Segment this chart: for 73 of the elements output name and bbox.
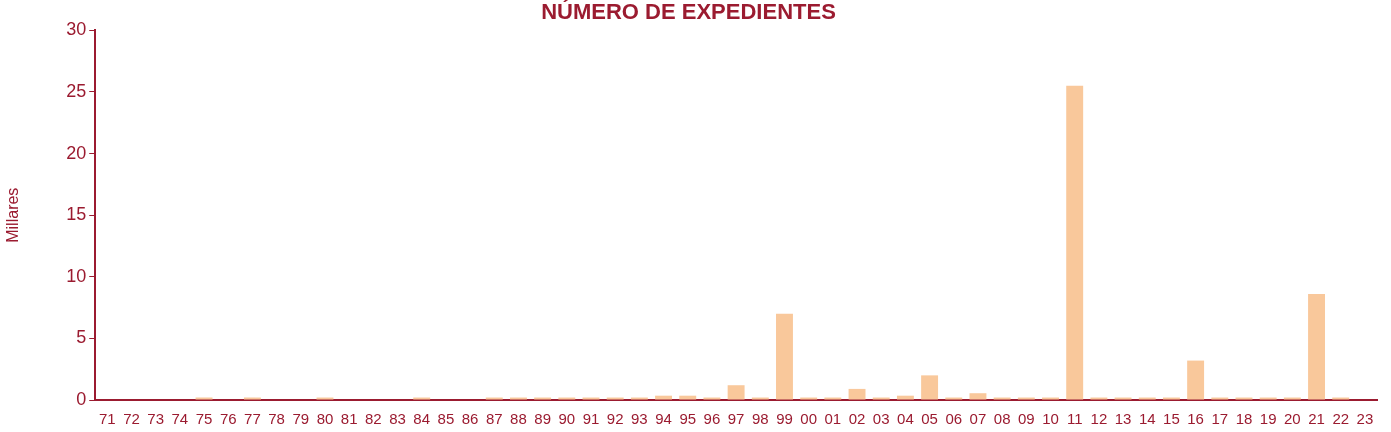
- y-tick-label: 30: [66, 19, 87, 40]
- y-axis-title: Millares: [4, 187, 22, 243]
- x-tick-label: 17: [1211, 410, 1229, 428]
- x-tick-label: 77: [244, 410, 261, 428]
- bar: [776, 313, 793, 400]
- x-tick-label: 71: [98, 410, 116, 428]
- x-tick-label: 92: [606, 410, 624, 428]
- x-tick-label: 89: [534, 410, 551, 428]
- x-tick-label: 86: [461, 410, 479, 428]
- x-tick-label: 88: [510, 410, 527, 428]
- x-tick-label: 21: [1308, 410, 1325, 428]
- x-tick-label: 90: [558, 410, 576, 428]
- y-tick-label: 0: [76, 388, 87, 409]
- y-tick-label: 10: [66, 265, 87, 286]
- bar: [921, 375, 939, 400]
- x-tick-label: 96: [703, 410, 721, 428]
- x-tick-label: 12: [1090, 410, 1108, 428]
- x-tick-label: 00: [800, 410, 818, 428]
- x-tick-label: 82: [365, 410, 382, 428]
- x-tick-label: 94: [655, 410, 672, 428]
- bar: [1308, 294, 1325, 400]
- x-tick-label: 75: [195, 410, 213, 428]
- x-tick-label: 22: [1332, 410, 1350, 428]
- chart-title: NÚMERO DE EXPEDIENTES: [541, 0, 836, 25]
- x-tick-label: 99: [776, 410, 793, 428]
- x-tick-label: 79: [292, 410, 310, 428]
- x-tick-label: 81: [340, 410, 358, 428]
- x-tick-label: 14: [1138, 410, 1156, 428]
- x-tick-label: 91: [582, 410, 600, 428]
- x-tick-label: 76: [219, 410, 237, 428]
- x-tick-label: 13: [1114, 410, 1132, 428]
- x-tick-label: 98: [751, 410, 769, 428]
- bar: [1187, 360, 1205, 400]
- x-tick-label: 02: [848, 410, 866, 428]
- x-tick-label: 74: [171, 410, 189, 428]
- y-tick-label: 20: [66, 142, 87, 163]
- x-tick-label: 73: [147, 410, 165, 428]
- x-tick-label: 97: [727, 410, 745, 428]
- x-tick-label: 87: [485, 410, 503, 428]
- x-tick-label: 04: [897, 410, 914, 428]
- bar: [848, 388, 866, 400]
- bar: [969, 393, 987, 400]
- x-tick-label: 10: [1042, 410, 1059, 428]
- x-tick-label: 95: [679, 410, 697, 428]
- bar: [727, 385, 745, 400]
- x-tick-label: 83: [389, 410, 406, 428]
- bar: [679, 395, 697, 400]
- x-tick-label: 23: [1356, 410, 1374, 428]
- y-tick-label: 15: [66, 204, 87, 225]
- x-tick-label: 01: [824, 410, 842, 428]
- x-tick-label: 93: [631, 410, 648, 428]
- x-tick-label: 11: [1066, 410, 1083, 428]
- y-tick-label: 5: [76, 327, 87, 348]
- x-tick-label: 18: [1235, 410, 1253, 428]
- x-tick-label: 08: [993, 410, 1011, 428]
- x-tick-label: 20: [1284, 410, 1301, 428]
- x-tick-label: 03: [872, 410, 890, 428]
- x-tick-label: 84: [413, 410, 431, 428]
- y-tick-label: 25: [66, 80, 87, 101]
- bar: [655, 395, 673, 400]
- x-tick-label: 85: [437, 410, 455, 428]
- x-tick-label: 05: [921, 410, 938, 428]
- x-tick-label: 72: [123, 410, 140, 428]
- x-tick-label: 09: [1017, 410, 1035, 428]
- x-tick-label: 16: [1187, 410, 1204, 428]
- x-tick-label: 78: [268, 410, 285, 428]
- x-tick-label: 19: [1259, 410, 1277, 428]
- bar: [1066, 85, 1084, 400]
- x-tick-label: 06: [945, 410, 963, 428]
- x-tick-label: 15: [1163, 410, 1180, 428]
- x-tick-label: 07: [969, 410, 987, 428]
- x-tick-label: 80: [316, 410, 334, 428]
- bar: [896, 395, 914, 400]
